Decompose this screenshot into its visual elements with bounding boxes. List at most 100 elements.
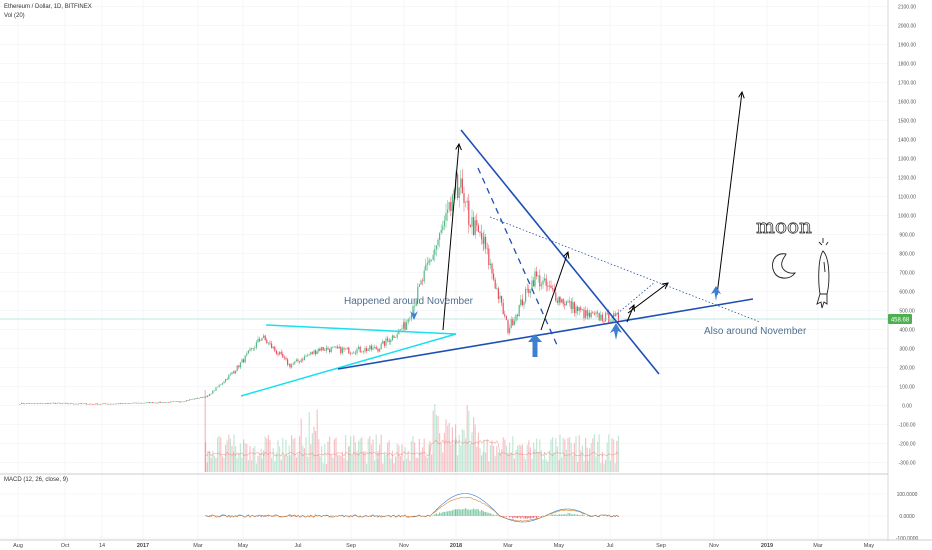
candle-body	[134, 402, 136, 404]
volume-bar	[264, 436, 266, 472]
volume-bar	[523, 456, 525, 472]
candle-body	[539, 275, 541, 287]
volume-bar	[447, 425, 449, 472]
volume-bar	[437, 415, 439, 472]
macd-histogram-bar	[264, 516, 266, 517]
candle-body	[231, 372, 233, 374]
candle-body	[181, 401, 183, 403]
candle-body	[95, 403, 97, 405]
macd-histogram-bar	[443, 511, 445, 516]
candle-body	[43, 403, 45, 404]
volume-bar	[608, 434, 610, 472]
volume-bar	[496, 446, 498, 472]
volume-bar	[572, 455, 574, 472]
candle-body	[93, 404, 95, 405]
volume-bar	[260, 448, 262, 472]
volume-bar	[422, 447, 424, 472]
volume-bar	[218, 436, 220, 472]
macd-histogram-bar	[534, 516, 536, 517]
volume-bar	[221, 456, 223, 472]
candle-body	[145, 402, 147, 404]
macd-histogram-bar	[488, 512, 490, 516]
candle-body	[437, 239, 439, 246]
volume-bar	[407, 451, 409, 472]
candle-body	[129, 403, 131, 404]
volume-bar	[601, 451, 603, 472]
candle-body	[341, 348, 343, 354]
macd-histogram-bar	[562, 514, 564, 516]
volume-bar	[533, 442, 535, 472]
candle-body	[597, 312, 599, 314]
candle-body	[249, 348, 251, 351]
volume-bar	[595, 456, 597, 472]
macd-histogram-bar	[205, 515, 207, 516]
candle-body	[313, 350, 315, 354]
right-annotation: Also around November	[704, 326, 807, 337]
price-tick-label: -200.00	[899, 442, 916, 448]
volume-bar	[460, 445, 462, 472]
candle-body	[327, 347, 329, 350]
candle-body	[131, 402, 133, 404]
macd-histogram-bar	[529, 516, 531, 519]
macd-histogram-bar	[246, 516, 248, 517]
macd-histogram-bar	[481, 509, 483, 516]
volume-bar	[461, 429, 463, 472]
macd-histogram-bar	[583, 514, 585, 516]
time-tick-label: Mar	[503, 543, 513, 549]
candle-body	[35, 403, 37, 404]
volume-bar	[513, 458, 515, 472]
candle-body	[182, 401, 184, 403]
candle-body	[493, 273, 495, 280]
volume-bar	[450, 444, 452, 472]
candle-body	[556, 300, 558, 303]
candle-body	[489, 263, 491, 266]
candle-body	[174, 401, 176, 403]
volume-bar	[313, 426, 315, 472]
candle-body	[443, 220, 445, 227]
volume-bar	[213, 455, 215, 472]
dotted-projection	[611, 281, 656, 319]
macd-histogram-bar	[453, 509, 455, 516]
candle-body	[319, 348, 321, 351]
candle-body	[116, 403, 118, 405]
candle-body	[422, 280, 424, 282]
candle-body	[517, 314, 519, 317]
time-tick-label: Oct	[61, 543, 70, 549]
volume-bar	[476, 446, 478, 472]
volume-bar	[469, 443, 471, 472]
volume-bar	[274, 461, 276, 472]
candle-body	[603, 320, 605, 322]
volume-bar	[275, 452, 277, 472]
trend-lines	[337, 129, 754, 375]
candle-body	[488, 248, 490, 266]
price-tick-label: -300.00	[899, 461, 916, 467]
volume-bar	[509, 442, 511, 472]
volume-bar	[499, 453, 501, 472]
macd-histogram-bar	[460, 509, 462, 516]
volume-bar	[390, 458, 392, 472]
candle-body	[592, 312, 594, 314]
time-axis: Aug Oct 14 2017 Mar May Jul Sep Nov 2018 Mar May Jul…	[13, 543, 874, 549]
candle-body	[121, 403, 123, 404]
volume-bar	[580, 450, 582, 472]
macd-histogram-bar	[439, 512, 441, 516]
candle-body	[476, 220, 478, 226]
volume-bar	[583, 460, 585, 472]
volume-bar	[581, 445, 583, 472]
volume-bar	[366, 463, 368, 472]
volume-bar	[504, 439, 506, 472]
macd-histogram-bar	[567, 513, 569, 516]
candle-body	[82, 403, 84, 405]
volume-bar	[207, 450, 209, 472]
volume-bar	[283, 455, 285, 472]
candle-body	[84, 403, 86, 405]
volume-bar	[229, 438, 231, 472]
candle-body	[333, 346, 335, 348]
candle-body	[85, 403, 87, 405]
candle-body	[379, 349, 381, 352]
candle-body	[451, 194, 453, 211]
volume-bar	[269, 440, 271, 472]
volume-bar	[561, 457, 563, 472]
candle-body	[536, 271, 538, 277]
